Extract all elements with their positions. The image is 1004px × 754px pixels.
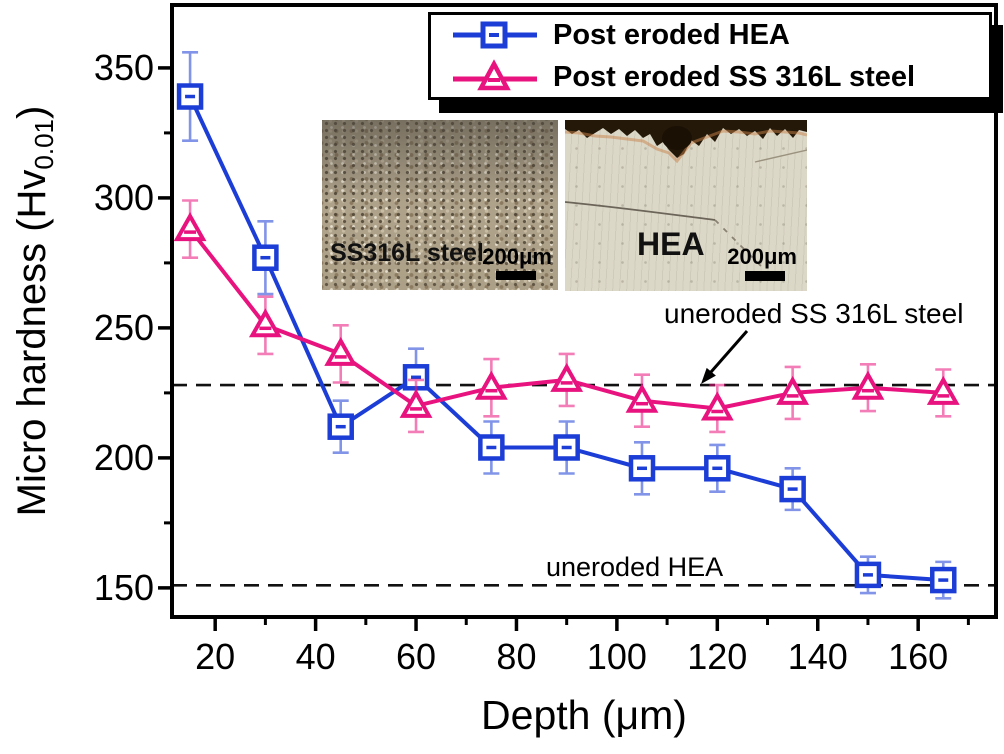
y-tick-label-300: 300 — [93, 176, 154, 218]
triangle-marker — [700, 391, 734, 421]
y-axis-title-close: ) — [10, 105, 54, 119]
x-tick-label-100: 100 — [586, 636, 647, 677]
x-axis-title: Depth (μm) — [481, 692, 687, 738]
x-tick-label-120: 120 — [687, 636, 748, 677]
y-axis-title-subscript: 0.01 — [29, 118, 59, 170]
x-tick-label-80: 80 — [496, 636, 537, 677]
x-tick-label-140: 140 — [787, 636, 848, 677]
inset-hea-scale-label: 200μm — [727, 244, 797, 269]
triangle-marker — [248, 308, 282, 338]
inset-micrograph-hea: HEA 200μm — [565, 120, 807, 291]
triangle-marker-icon — [453, 59, 537, 91]
annotation-uneroded-hea: uneroded HEA — [546, 552, 724, 582]
legend-label-hea: Post eroded HEA — [553, 18, 790, 51]
x-tick-label-40: 40 — [295, 636, 336, 677]
inset-ss316l-scale-label: 200μm — [482, 244, 552, 269]
triangle-marker — [399, 388, 433, 418]
annotation-arrow-shaft — [709, 330, 749, 373]
square-marker-icon — [453, 21, 537, 49]
grain-line — [754, 149, 807, 163]
x-tick-label-60: 60 — [396, 636, 437, 677]
crack-line — [565, 201, 716, 221]
triangle-marker — [173, 212, 207, 242]
y-tick-label-350: 350 — [93, 46, 154, 88]
legend-box: Post eroded HEA Post eroded SS 316L stee… — [428, 12, 992, 100]
inset-ss316l-scale: 200μm — [482, 246, 552, 280]
inset-ss316l-label: SS316L steel — [330, 239, 484, 267]
x-tick-label-20: 20 — [195, 636, 236, 677]
inset-hea-scale-bar — [745, 271, 786, 281]
legend-label-ss316l: Post eroded SS 316L steel — [553, 60, 916, 93]
inset-hea-label: HEA — [637, 226, 705, 262]
plot-border — [170, 3, 998, 619]
triangle-marker — [625, 383, 659, 413]
x-tick-label-160: 160 — [888, 636, 949, 677]
y-axis-title-main: Micro hardness (Hv — [10, 169, 54, 517]
y-tick-label-150: 150 — [93, 566, 154, 608]
legend-item-ss316l: Post eroded SS 316L steel — [451, 57, 989, 97]
inset-micrograph-ss316l: SS316L steel 200μm — [322, 120, 558, 290]
triangle-marker — [324, 336, 358, 366]
annotation-uneroded-ss316l: uneroded SS 316L steel — [664, 298, 964, 329]
annotation-arrow-head — [701, 367, 716, 384]
inset-hea-scale: 200μm — [727, 246, 797, 281]
erosion-tint — [565, 129, 807, 164]
y-tick-label-200: 200 — [93, 436, 154, 478]
inset-ss316l-scale-bar — [496, 271, 537, 280]
triangle-marker — [776, 375, 810, 405]
triangle-marker — [926, 375, 960, 405]
triangle-marker — [851, 370, 885, 400]
y-axis-title: Micro hardness (Hv0.01) — [10, 5, 60, 617]
triangle-marker — [474, 370, 508, 400]
triangle-marker — [550, 362, 584, 392]
legend-item-hea: Post eroded HEA — [451, 15, 989, 55]
y-tick-label-250: 250 — [93, 306, 154, 348]
hea-micrograph-features — [565, 120, 807, 269]
erosion-notch — [662, 126, 692, 150]
